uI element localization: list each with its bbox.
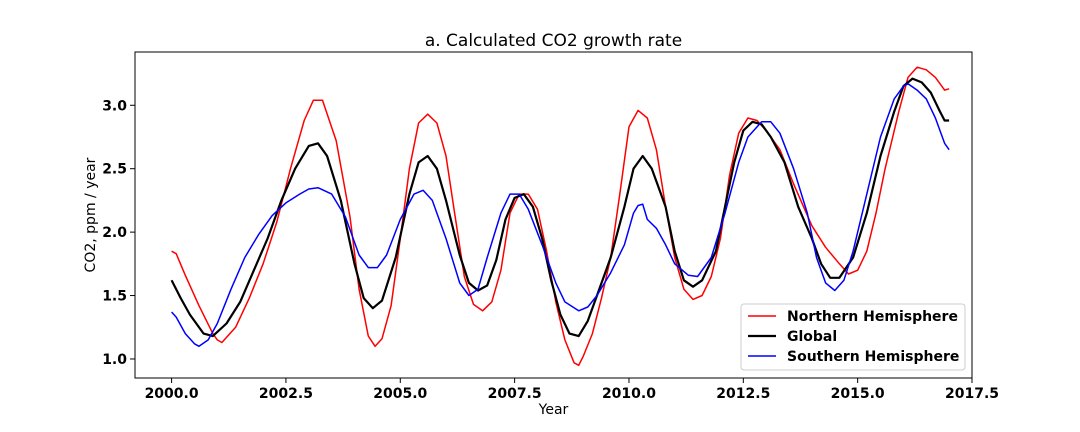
x-tick-label: 2015.0 (831, 386, 885, 402)
x-tick-label: 2012.5 (716, 386, 770, 402)
y-tick-label: 2.0 (102, 225, 127, 241)
legend-box (740, 303, 966, 371)
legend-label: Global (787, 329, 837, 345)
y-axis: 1.0 1.5 2.0 2.5 3.0 (102, 98, 135, 368)
x-tick-label: 2002.5 (259, 386, 313, 402)
x-tick-label: 2000.0 (145, 386, 199, 402)
y-axis-label: CO2, ppm / year (83, 157, 99, 272)
series-line-global (170, 77, 950, 338)
x-tick-label: 2007.5 (488, 386, 542, 402)
y-tick-label: 1.5 (102, 289, 127, 305)
series-line-southern-hemisphere (171, 82, 950, 348)
chart-title: a. Calculated CO2 growth rate (425, 31, 682, 51)
x-axis: 2000.0 2002.5 2005.0 2007.5 2010.0 2012.5 2015… (145, 378, 999, 402)
legend-label: Southern Hemisphere (787, 349, 959, 365)
legend-label: Northern Hemisphere (787, 309, 958, 325)
series-lines (170, 66, 950, 367)
plot-frame (134, 51, 973, 379)
x-tick-label: 2010.0 (602, 386, 656, 402)
x-axis-label: Year (538, 402, 569, 418)
y-tick-label: 1.0 (102, 352, 127, 368)
series-line-northern-hemisphere (171, 66, 950, 367)
y-tick-label: 3.0 (102, 98, 127, 114)
x-tick-label: 2005.0 (373, 386, 427, 402)
y-tick-label: 2.5 (102, 162, 127, 178)
x-tick-label: 2017.5 (945, 386, 999, 402)
legend: Northern Hemisphere Global Southern Hemisp… (740, 303, 966, 371)
